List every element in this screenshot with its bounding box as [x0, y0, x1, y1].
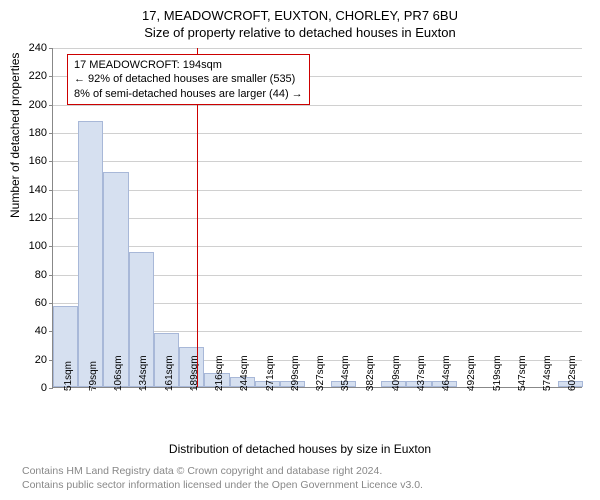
ytick-mark — [49, 388, 53, 389]
xtick-label: 216sqm — [214, 355, 225, 391]
xtick-label: 327sqm — [315, 355, 326, 391]
gridline — [53, 133, 582, 134]
xtick-label: 382sqm — [365, 355, 376, 391]
annotation-box: 17 MEADOWCROFT: 194sqm← 92% of detached … — [67, 54, 310, 105]
xtick-label: 574sqm — [542, 355, 553, 391]
xtick-label: 189sqm — [189, 355, 200, 391]
xtick-mark — [495, 387, 496, 391]
xtick-label: 299sqm — [290, 355, 301, 391]
xtick-mark — [141, 387, 142, 391]
xtick-mark — [469, 387, 470, 391]
xtick-mark — [116, 387, 117, 391]
ytick-mark — [49, 246, 53, 247]
annotation-line3: 8% of semi-detached houses are larger (4… — [74, 87, 303, 101]
gridline — [53, 161, 582, 162]
annotation-line1: 17 MEADOWCROFT: 194sqm — [74, 58, 303, 72]
xtick-mark — [242, 387, 243, 391]
xtick-label: 409sqm — [391, 355, 402, 391]
xtick-label: 437sqm — [416, 355, 427, 391]
xtick-mark — [167, 387, 168, 391]
chart-title: 17, MEADOWCROFT, EUXTON, CHORLEY, PR7 6B… — [0, 0, 600, 23]
xtick-label: 547sqm — [517, 355, 528, 391]
annotation-line2: ← 92% of detached houses are smaller (53… — [74, 72, 303, 86]
xtick-label: 134sqm — [138, 355, 149, 391]
footnote-line1: Contains HM Land Registry data © Crown c… — [22, 464, 423, 478]
xtick-mark — [192, 387, 193, 391]
xtick-label: 519sqm — [492, 355, 503, 391]
xtick-label: 271sqm — [265, 355, 276, 391]
xtick-label: 492sqm — [466, 355, 477, 391]
ytick-mark — [49, 48, 53, 49]
x-axis-label: Distribution of detached houses by size … — [0, 442, 600, 456]
xtick-mark — [520, 387, 521, 391]
gridline — [53, 218, 582, 219]
xtick-mark — [570, 387, 571, 391]
plot-area: 02040608010012014016018020022024051sqm79… — [52, 48, 582, 388]
y-axis-label: Number of detached properties — [8, 53, 22, 218]
xtick-label: 602sqm — [567, 355, 578, 391]
xtick-mark — [268, 387, 269, 391]
footnote: Contains HM Land Registry data © Crown c… — [22, 464, 423, 492]
ytick-mark — [49, 76, 53, 77]
ytick-mark — [49, 275, 53, 276]
xtick-label: 51sqm — [63, 361, 74, 391]
xtick-label: 244sqm — [239, 355, 250, 391]
ytick-mark — [49, 218, 53, 219]
xtick-mark — [343, 387, 344, 391]
xtick-label: 79sqm — [88, 361, 99, 391]
chart-subtitle: Size of property relative to detached ho… — [0, 23, 600, 44]
xtick-mark — [293, 387, 294, 391]
ytick-mark — [49, 161, 53, 162]
chart-area: 02040608010012014016018020022024051sqm79… — [52, 48, 582, 388]
xtick-mark — [368, 387, 369, 391]
xtick-mark — [217, 387, 218, 391]
xtick-mark — [419, 387, 420, 391]
gridline — [53, 48, 582, 49]
ytick-mark — [49, 190, 53, 191]
xtick-label: 464sqm — [441, 355, 452, 391]
footnote-line2: Contains public sector information licen… — [22, 478, 423, 492]
ytick-mark — [49, 105, 53, 106]
xtick-mark — [444, 387, 445, 391]
gridline — [53, 246, 582, 247]
xtick-mark — [91, 387, 92, 391]
xtick-label: 106sqm — [113, 355, 124, 391]
xtick-label: 161sqm — [164, 355, 175, 391]
ytick-mark — [49, 133, 53, 134]
xtick-label: 354sqm — [340, 355, 351, 391]
xtick-mark — [545, 387, 546, 391]
xtick-mark — [394, 387, 395, 391]
xtick-mark — [66, 387, 67, 391]
ytick-mark — [49, 303, 53, 304]
xtick-mark — [318, 387, 319, 391]
gridline — [53, 190, 582, 191]
histogram-bar — [78, 121, 103, 387]
